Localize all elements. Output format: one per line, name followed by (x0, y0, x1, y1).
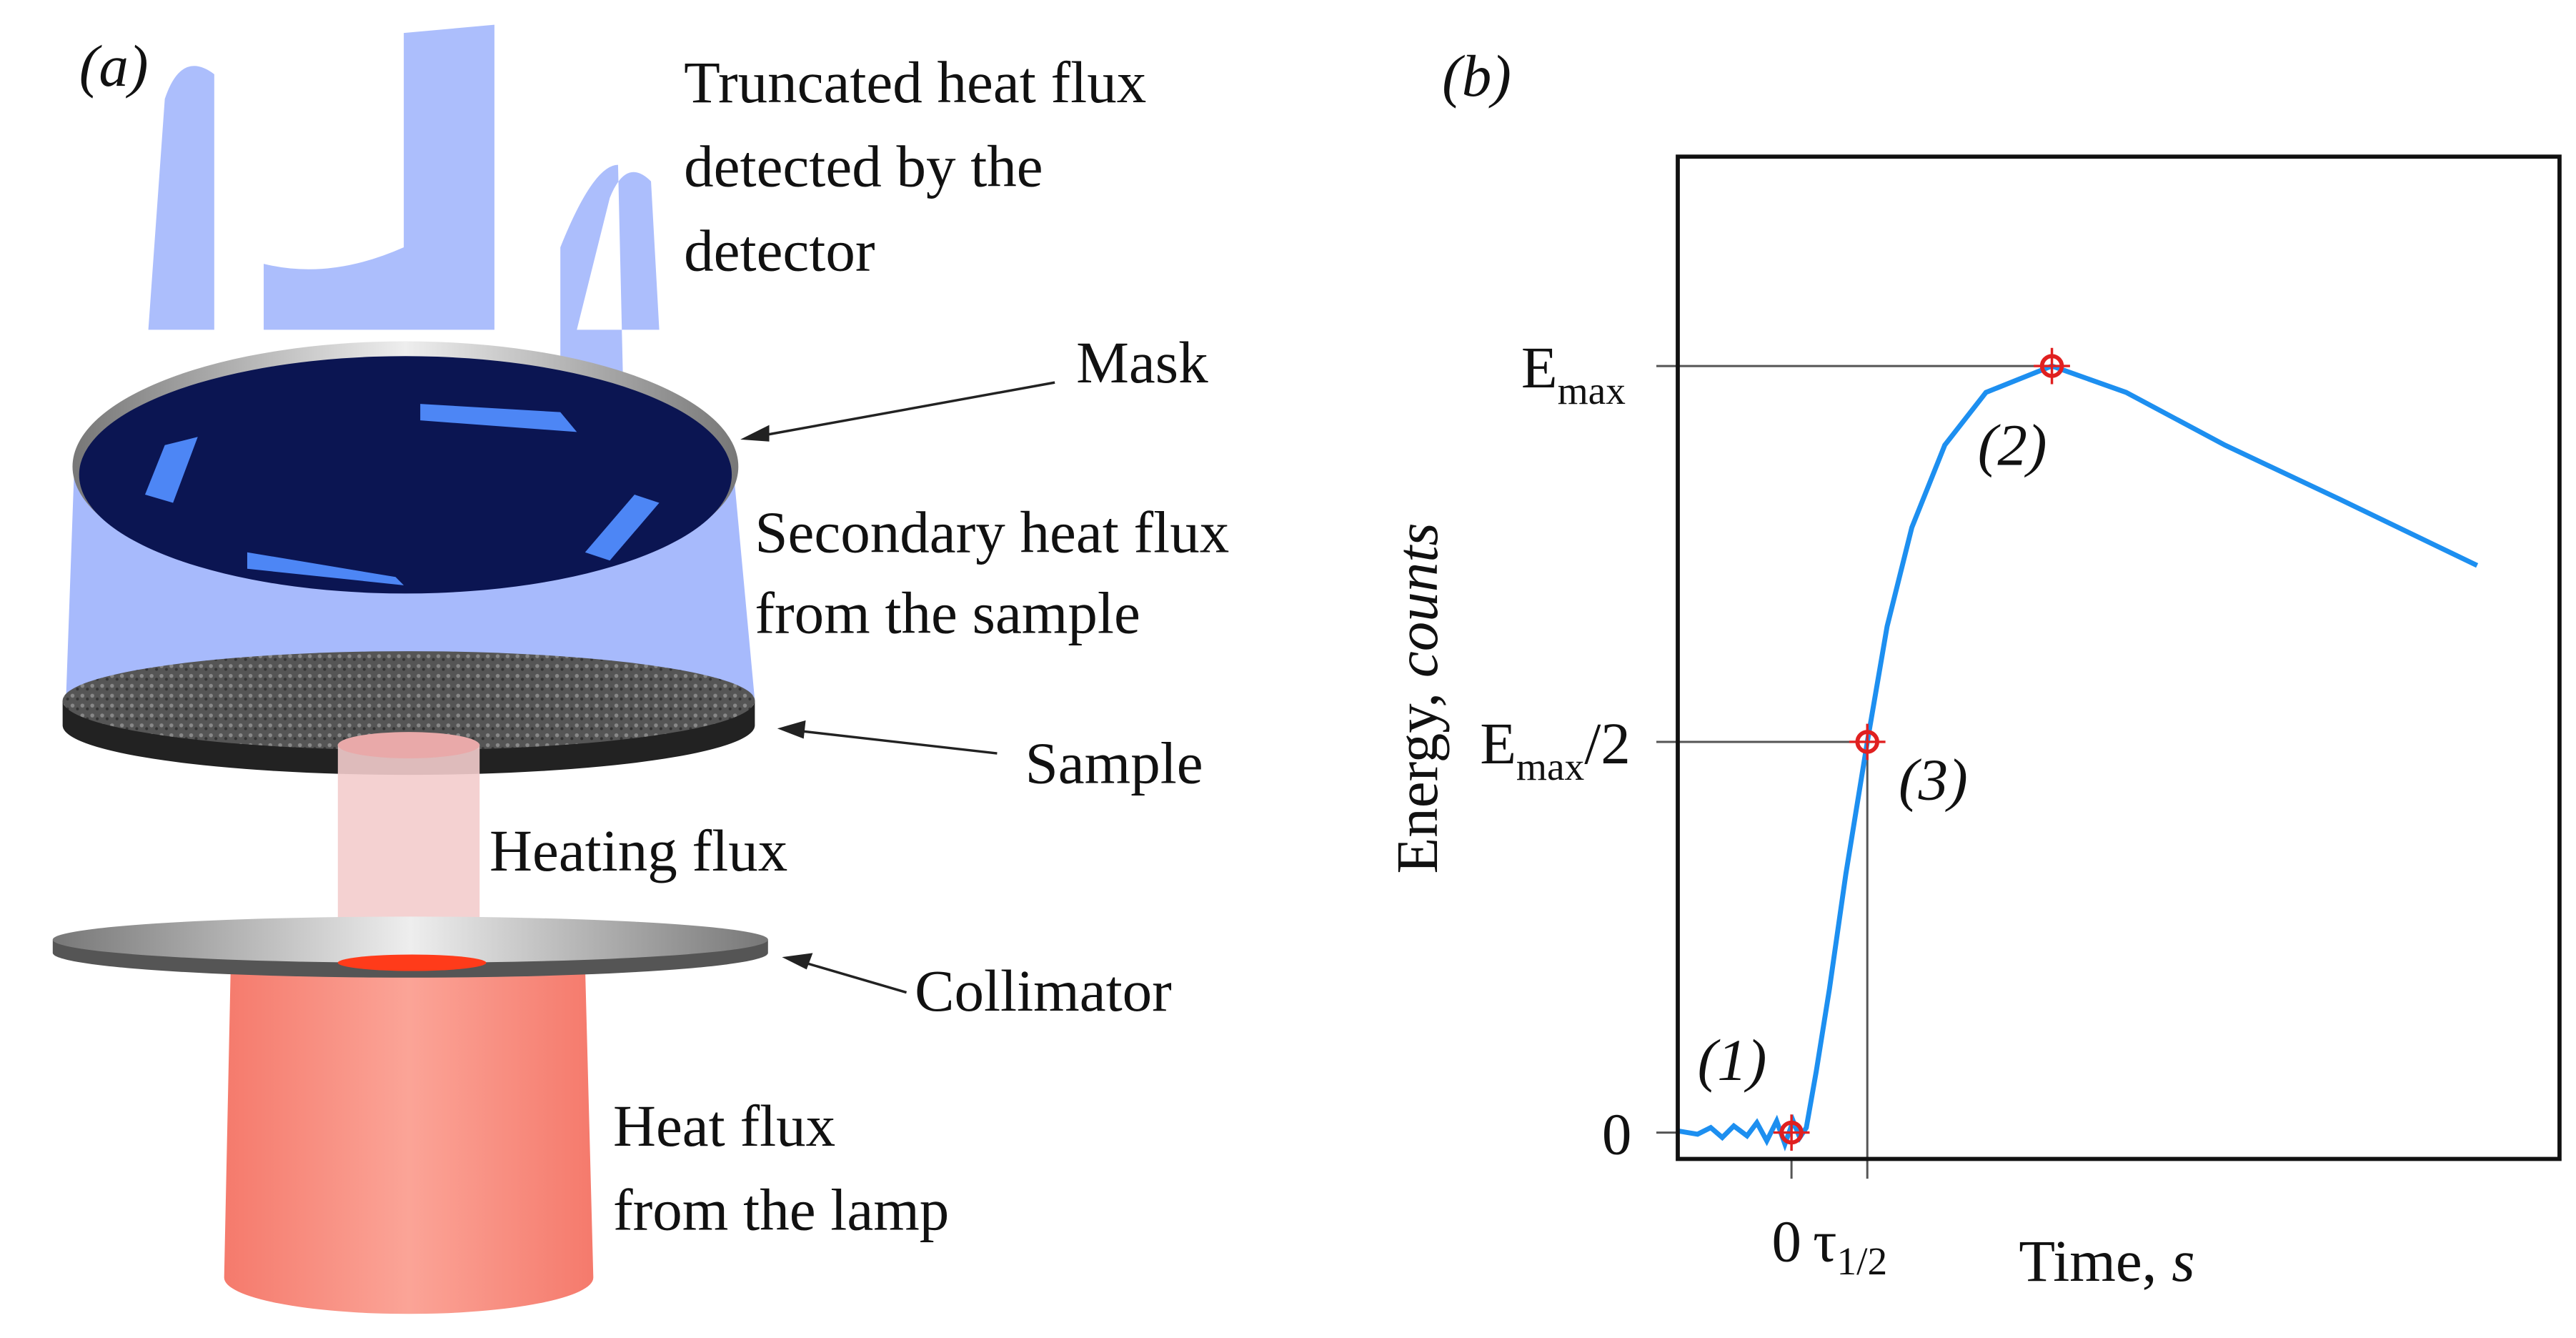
label: Heat flux (613, 1093, 835, 1159)
x-tick-label: τ1/2 (1813, 1208, 1887, 1282)
y-tick-label: Emax (1521, 334, 1626, 412)
mask (79, 356, 732, 594)
point-label: (2) (1978, 412, 2047, 477)
lamp-flux-shape (224, 964, 594, 1314)
x-tick-label: 0 (1771, 1208, 1801, 1274)
y-tick-label: 0 (1602, 1101, 1632, 1167)
guides (1656, 365, 2052, 1179)
label: detector (684, 217, 875, 283)
heating-flux-beam (337, 745, 480, 923)
label: Sample (1025, 730, 1203, 796)
label: from the lamp (613, 1177, 949, 1243)
panel-b: (b) (1) (2) (3) Emax Emax/2 0 0 τ1/2 Tim… (1384, 43, 2562, 1294)
point-label: (3) (1899, 747, 1968, 813)
label: Mask (1076, 329, 1208, 395)
points (1773, 347, 2070, 1151)
arrows (740, 381, 1055, 994)
label: Truncated heat flux (684, 49, 1146, 115)
signal-curve (1677, 363, 2479, 1152)
point-label: (1) (1698, 1027, 1767, 1093)
panel-label: (a) (79, 33, 149, 99)
panel-a: (a) Truncated heat flux detected by the … (52, 24, 1229, 1314)
truncated-flux-shape (148, 24, 660, 380)
collimator-slot (337, 954, 487, 971)
y-axis-label: Energy, counts (1384, 522, 1450, 873)
label: from the sample (755, 580, 1140, 646)
heating-flux-top (337, 732, 480, 759)
label: Collimator (915, 958, 1172, 1024)
collimator (52, 916, 768, 963)
label: Heating flux (489, 818, 787, 883)
x-axis-label: Time, s (2019, 1228, 2194, 1294)
label: Secondary heat flux (755, 500, 1229, 565)
y-tick-label: Emax/2 (1480, 710, 1631, 788)
panel-label: (b) (1442, 43, 1511, 109)
plot-frame (1676, 154, 2562, 1161)
sample (62, 651, 755, 750)
label: detected by the (684, 134, 1043, 199)
